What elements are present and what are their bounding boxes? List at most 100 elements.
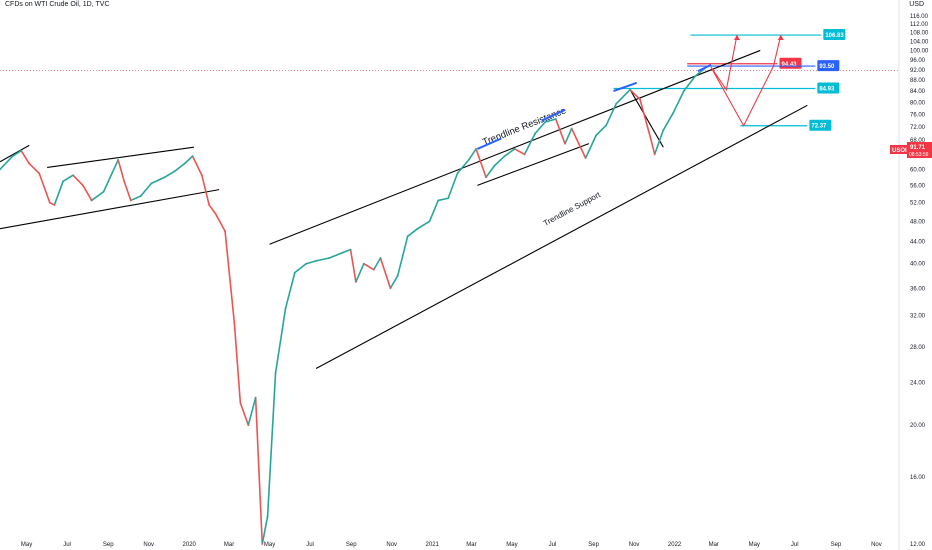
y-tick-label: 12.00 xyxy=(910,542,926,548)
price-segment xyxy=(363,262,375,271)
price-point xyxy=(129,199,132,202)
price-point xyxy=(513,148,516,150)
price-segment xyxy=(544,118,557,123)
price-point xyxy=(595,134,598,137)
price-segment xyxy=(570,127,587,159)
price-segment xyxy=(406,227,419,238)
price-point xyxy=(662,129,665,132)
trendline-0[interactable] xyxy=(269,49,761,245)
x-tick-label: Nov xyxy=(629,542,640,548)
price-segment xyxy=(191,155,203,177)
price-segment xyxy=(428,199,440,223)
trendline-5[interactable] xyxy=(477,143,590,186)
level-badge xyxy=(823,29,846,41)
price-point xyxy=(28,162,31,165)
price-segment xyxy=(183,155,194,165)
price-point xyxy=(102,190,105,193)
price-point xyxy=(150,182,153,185)
level-label: 72.37 xyxy=(811,124,827,130)
price-segment xyxy=(605,103,617,127)
trendline-1[interactable] xyxy=(315,104,808,370)
price-segment xyxy=(355,262,365,283)
price-segment xyxy=(342,248,352,254)
price-badge-symbol: USOIL xyxy=(892,148,911,154)
y-tick-label: 52.00 xyxy=(910,201,926,207)
price-segment xyxy=(239,402,250,426)
price-segment xyxy=(373,257,382,271)
price-badge-value: 91.71 xyxy=(910,145,926,151)
y-tick-label: 36.00 xyxy=(910,286,926,292)
price-segment xyxy=(416,220,431,230)
x-tick-label: Mar xyxy=(466,542,476,548)
price-point xyxy=(200,174,203,177)
projection-path[interactable] xyxy=(710,34,738,92)
price-segment xyxy=(564,127,573,145)
trendline-6[interactable] xyxy=(629,89,664,148)
price-point xyxy=(349,248,352,251)
price-segment xyxy=(396,235,409,277)
x-tick-label: May xyxy=(21,542,32,548)
trendline-4[interactable] xyxy=(0,144,30,163)
price-segment xyxy=(485,164,496,179)
price-segment xyxy=(28,162,40,175)
price-levels[interactable]: 106.83 94.43 93.50 84.93 72.37 xyxy=(613,29,846,131)
price-point xyxy=(305,262,307,265)
price-point xyxy=(247,424,250,426)
price-point xyxy=(672,111,675,114)
arrow-head-icon xyxy=(777,35,784,41)
y-tick-label: 112.00 xyxy=(910,22,929,28)
trendlines[interactable] xyxy=(0,49,808,370)
price-segment xyxy=(20,149,31,165)
price-point xyxy=(53,204,56,206)
projection-path[interactable] xyxy=(710,34,782,127)
trendline-3[interactable] xyxy=(47,146,194,168)
price-point xyxy=(379,257,382,259)
price-point xyxy=(534,132,537,135)
price-segment xyxy=(293,262,307,274)
y-tick-label: 48.00 xyxy=(910,219,926,225)
price-point xyxy=(682,90,685,92)
time-axis[interactable]: May Jul Sep Nov 2020 Mar May Jul Sep Nov 2021 Mar Ma… xyxy=(21,542,882,548)
price-segment xyxy=(150,176,166,185)
y-tick-label: 32.00 xyxy=(910,314,926,320)
price-point xyxy=(0,168,1,171)
price-axis[interactable]: 12.00 16.00 20.00 24.00 28.00 32.00 36.00 40.00… xyxy=(910,14,929,548)
price-segment xyxy=(173,162,186,173)
level-label: 94.43 xyxy=(781,62,797,68)
level-badge xyxy=(809,119,832,131)
price-point xyxy=(315,259,317,262)
price-point xyxy=(214,213,217,216)
y-tick-label: 16.00 xyxy=(910,475,926,481)
price-segment xyxy=(503,148,516,157)
price-segment xyxy=(123,180,132,202)
price-point xyxy=(233,322,236,324)
price-point xyxy=(428,220,431,223)
x-tick-label: 2021 xyxy=(426,542,440,548)
price-point xyxy=(523,153,526,156)
price-segment xyxy=(349,248,357,283)
trendline-2[interactable] xyxy=(0,189,220,230)
price-point xyxy=(503,155,506,158)
price-segment xyxy=(615,88,631,105)
price-point xyxy=(82,184,84,187)
price-segment xyxy=(62,174,74,183)
x-tick-label: Jul xyxy=(791,542,799,548)
price-segment xyxy=(467,148,477,161)
price-point xyxy=(437,199,440,202)
price-point xyxy=(554,118,557,120)
price-segment xyxy=(554,118,566,145)
price-point xyxy=(173,170,176,173)
projection-paths[interactable] xyxy=(710,34,784,127)
y-tick-label: 44.00 xyxy=(910,240,926,246)
price-segment xyxy=(38,172,51,204)
price-segment xyxy=(315,257,331,262)
level-badge xyxy=(817,82,840,94)
price-point xyxy=(354,280,357,283)
touch-highlight xyxy=(613,81,638,92)
y-tick-label: 72.00 xyxy=(910,125,926,131)
arrow-head-icon xyxy=(733,35,740,41)
price-point xyxy=(254,396,257,399)
price-point xyxy=(20,149,23,152)
